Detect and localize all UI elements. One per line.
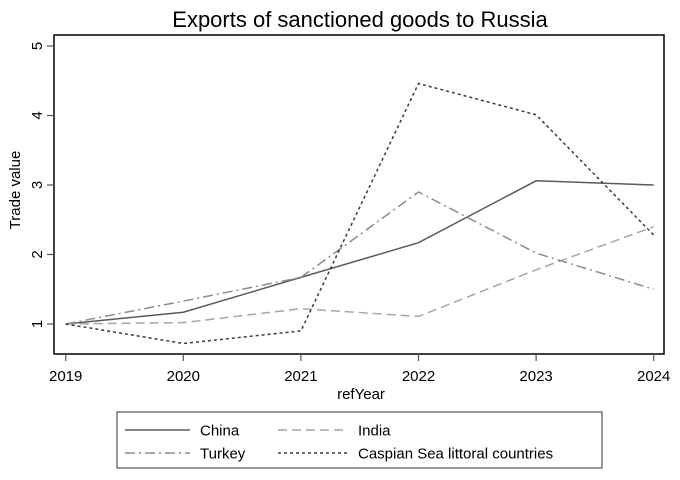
y-tick-label: 2 [29, 250, 46, 258]
legend-label: Caspian Sea littoral countries [358, 446, 553, 463]
x-tick-label: 2021 [284, 368, 317, 385]
legend-label: China [200, 423, 240, 440]
x-axis: 2019 2020 2021 2022 2023 2024 [49, 354, 670, 385]
plot-area [53, 34, 665, 355]
x-tick-label: 2022 [402, 368, 435, 385]
y-tick-label: 3 [29, 181, 46, 189]
series-line-india [65, 225, 654, 325]
legend-box [116, 411, 603, 469]
chart-title: Exports of sanctioned goods to Russia [172, 7, 548, 32]
y-tick-label: 5 [29, 42, 46, 50]
y-tick-label: 4 [29, 111, 46, 119]
series-line-china [65, 180, 654, 325]
legend-label: India [358, 423, 391, 440]
x-tick-label: 2019 [49, 368, 82, 385]
x-tick-label: 2020 [167, 368, 200, 385]
x-tick-label: 2023 [519, 368, 552, 385]
y-axis: 1 2 3 4 5 [29, 42, 54, 328]
legend-label: Turkey [200, 446, 246, 463]
x-axis-title: refYear [337, 386, 385, 403]
series-line-turkey [65, 191, 654, 325]
y-axis-title: Trade value [7, 151, 24, 230]
y-tick-label: 1 [29, 320, 46, 328]
legend: China India Turkey Caspian Sea littoral cou… [116, 411, 603, 469]
series-line-caspian-sea-littoral-countries [65, 82, 655, 345]
x-tick-label: 2024 [637, 368, 670, 385]
series-lines [65, 82, 655, 345]
